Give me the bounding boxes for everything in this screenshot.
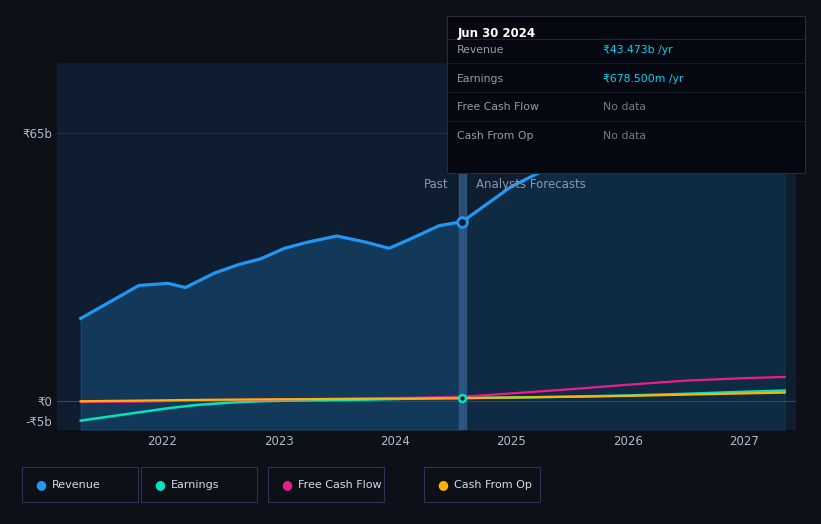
Text: ●: ● (282, 478, 292, 491)
Text: No data: No data (603, 102, 646, 113)
Text: Earnings: Earnings (457, 73, 504, 84)
Text: ●: ● (154, 478, 165, 491)
Text: Past: Past (424, 178, 448, 191)
Bar (459, 63, 466, 430)
Text: Earnings: Earnings (171, 479, 219, 490)
Text: ●: ● (438, 478, 448, 491)
Text: Free Cash Flow: Free Cash Flow (298, 479, 382, 490)
Text: ₹43.473b /yr: ₹43.473b /yr (603, 45, 673, 55)
Text: Cash From Op: Cash From Op (454, 479, 532, 490)
Text: No data: No data (603, 131, 646, 141)
Text: Jun 30 2024: Jun 30 2024 (457, 27, 535, 40)
Text: Free Cash Flow: Free Cash Flow (457, 102, 539, 113)
Text: ₹678.500m /yr: ₹678.500m /yr (603, 73, 684, 84)
Text: Revenue: Revenue (457, 45, 505, 55)
Text: Cash From Op: Cash From Op (457, 131, 534, 141)
Text: Revenue: Revenue (52, 479, 100, 490)
Text: Analysts Forecasts: Analysts Forecasts (476, 178, 586, 191)
Text: ●: ● (35, 478, 46, 491)
